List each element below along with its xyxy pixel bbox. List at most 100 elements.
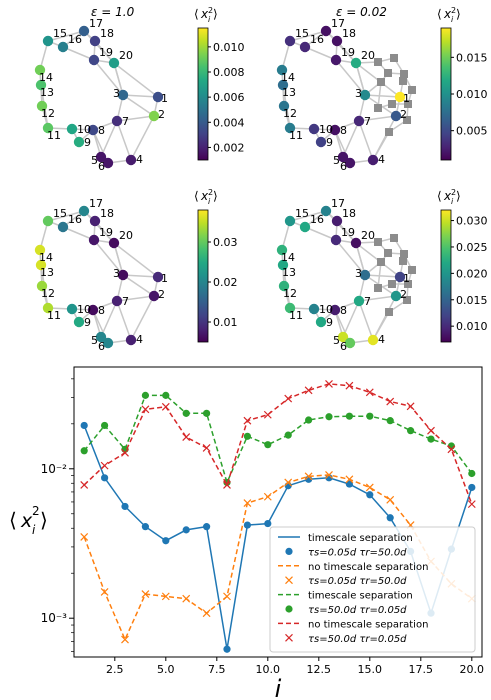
network-edge [130,295,155,341]
network-edge [113,62,159,98]
data-point [141,523,149,531]
network-edge [100,300,118,338]
network-edge [289,210,327,222]
data-point [80,421,88,430]
network-node-13 [35,259,47,271]
colorbar-label-sub: i [451,197,454,206]
network-node-19 [88,54,100,66]
network-node-label: 18 [342,27,356,40]
network-edge [47,30,85,42]
network-edge [83,30,115,64]
network-edge [377,261,382,289]
legend: timescale separation τs=0.05d τr=50.0d no … [269,526,476,653]
network-node-20 [108,57,120,69]
network-edge [342,300,360,338]
network-node-7 [111,115,123,127]
legend-line-label: timescale separation [308,533,413,544]
hidden-node-square [385,308,393,316]
network-node-10 [308,303,320,315]
network-node-label: 11 [47,309,61,322]
colorbar-tick-label: 0.025 [456,241,488,254]
network-node-15 [42,215,54,227]
data-point [121,635,129,644]
network-node-label: 18 [342,207,356,220]
network-node-label: 16 [68,213,82,226]
network-node-16 [299,41,311,53]
data-point [161,402,170,411]
network-node-15 [42,35,54,47]
data-point [366,491,374,499]
colorbar-label-x: x [443,189,452,203]
network-node-20 [350,237,362,249]
data-point [162,537,170,545]
data-point [386,397,395,406]
network-node-9 [315,316,327,328]
hidden-node-square [374,284,382,292]
network-edge [358,120,374,161]
network-node-10 [66,303,78,315]
legend-marker-swatch [285,605,293,613]
data-point [467,500,476,509]
data-point [365,388,374,397]
x-tick-label: 17.5 [409,663,434,676]
network-node-label: 7 [122,295,129,308]
network-node-12 [36,100,48,112]
network-edge [355,242,366,276]
network-node-5 [337,331,349,343]
network-node-16 [299,221,311,233]
network-node-label: 20 [119,49,133,62]
network-node-11 [284,122,296,134]
data-point [203,409,211,417]
y-axis-label-sup: 2 [32,504,40,518]
network-node-label: 5 [91,154,98,167]
data-point [325,379,333,388]
network-node-5 [95,331,107,343]
network-node-6 [344,337,356,349]
network-node-16 [57,221,69,233]
network-node-label: 9 [84,316,91,329]
network-node-15 [284,35,296,47]
network-node-label: 6 [340,160,347,173]
network-node-label: 5 [333,334,340,347]
colorbar-label-sub: i [451,15,454,24]
data-point [121,502,129,511]
network-node-label: 8 [340,124,347,137]
colorbar-label-open: ⟨ [194,189,199,203]
data-point [223,645,231,653]
network-node-label: 6 [98,160,105,173]
colorbar-label-close: ⟩ [456,7,461,21]
network-edge [325,30,357,64]
data-point [80,532,89,541]
colorbar-label-open: ⟨ [437,7,442,21]
data-point [468,483,476,492]
network-node-label: 10 [319,303,333,316]
colorbar-label-close: ⟩ [456,189,461,203]
data-point [182,409,190,417]
x-tick-label: 12.5 [307,663,332,676]
network-node-label: 13 [40,86,54,99]
network-edge [372,131,390,161]
hidden-node-square [404,100,412,108]
colorbar-label-sub: i [208,15,211,24]
network-node-label: 13 [40,266,54,279]
network-node-11 [42,302,54,314]
network-node-label: 15 [53,207,67,220]
network-node-label: 16 [68,33,82,46]
data-point [202,609,211,618]
y-axis-label-x: x [20,510,33,532]
network-node-label: 20 [361,49,375,62]
network-node-label: 4 [378,153,385,166]
network-node-label: 2 [158,288,165,301]
colorbar-tick-label: 0.020 [456,267,488,280]
network-edge [355,62,366,96]
network-node-3 [359,269,371,281]
colorbar-tick-label: 0.006 [213,91,245,104]
network-node-label: 16 [310,213,324,226]
colorbar-label-sup: 2 [451,188,456,197]
network-node-4 [367,154,379,166]
x-tick-label: 7.5 [208,663,226,676]
data-point [161,592,170,601]
network-edge [113,242,159,278]
y-axis-label-sub: i [32,523,36,537]
